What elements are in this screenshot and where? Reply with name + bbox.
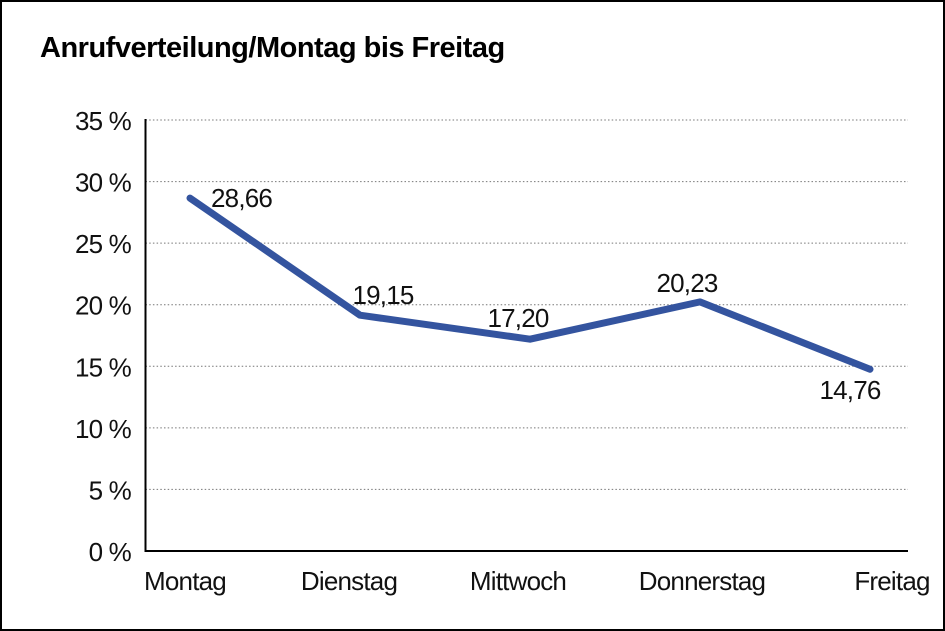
data-point-label: 20,23 xyxy=(656,268,717,298)
y-tick-label: 30 % xyxy=(75,168,132,198)
y-tick-label: 20 % xyxy=(75,291,132,321)
data-point-label: 14,76 xyxy=(819,375,880,405)
data-point-label: 17,20 xyxy=(487,303,548,333)
y-tick-label: 25 % xyxy=(75,229,132,259)
y-tick-label: 15 % xyxy=(75,352,132,382)
y-tick-label: 0 % xyxy=(89,537,132,567)
x-axis-category-label: Montag xyxy=(144,566,226,596)
data-point-label: 28,66 xyxy=(211,183,272,213)
y-tick-label: 5 % xyxy=(89,475,132,505)
x-axis-category-label: Dienstag xyxy=(301,566,397,596)
x-axis-category-label: Mittwoch xyxy=(470,566,566,596)
series-line xyxy=(186,194,874,373)
y-tick-label: 10 % xyxy=(75,414,132,444)
x-axis-category-label: Donnerstag xyxy=(639,566,765,596)
x-axis-category-label: Freitag xyxy=(854,566,929,596)
y-tick-label: 35 % xyxy=(75,106,132,136)
data-point-label: 19,15 xyxy=(352,280,413,310)
chart-title: Anrufverteilung/Montag bis Freitag xyxy=(40,32,505,64)
